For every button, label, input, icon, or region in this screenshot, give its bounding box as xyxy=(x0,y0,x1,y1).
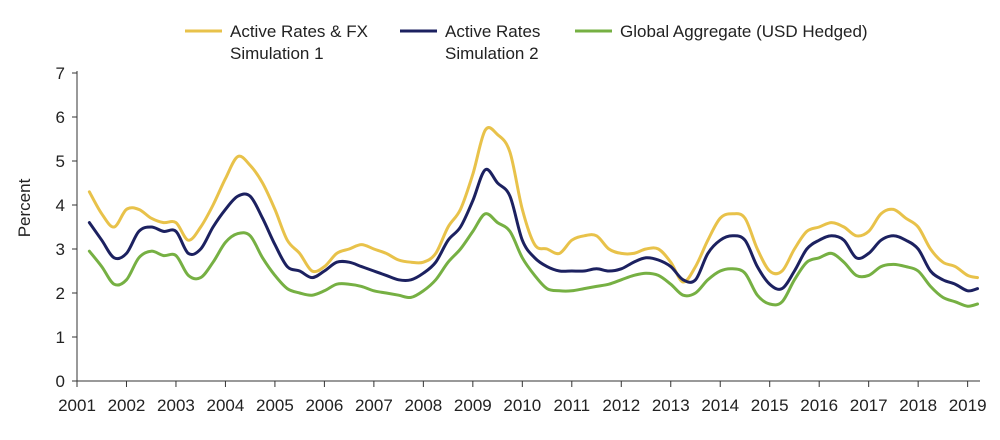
y-axis-title: Percent xyxy=(15,178,34,237)
x-axis-ticks: 2001 2002 2003 2004 2005 2006 2007 2008 2009 2010… xyxy=(58,381,987,415)
x-tick-label-2007: 2007 xyxy=(355,396,393,415)
x-tick-label-2016: 2016 xyxy=(800,396,838,415)
x-tick-label-2001: 2001 xyxy=(58,396,96,415)
x-tick-label-2005: 2005 xyxy=(256,396,294,415)
y-tick-label-1: 1 xyxy=(56,328,65,347)
x-tick-label-2011: 2011 xyxy=(554,396,591,415)
x-tick-label-2003: 2003 xyxy=(157,396,195,415)
x-tick-label-2018: 2018 xyxy=(899,396,937,415)
legend-label-sim1-line2: Simulation 1 xyxy=(230,44,324,63)
x-tick-label-2009: 2009 xyxy=(454,396,492,415)
y-tick-label-7: 7 xyxy=(56,64,65,83)
x-tick-label-2006: 2006 xyxy=(305,396,343,415)
x-tick-label-2013: 2013 xyxy=(652,396,690,415)
x-tick-label-2017: 2017 xyxy=(850,396,888,415)
x-tick-label-2004: 2004 xyxy=(207,396,245,415)
y-axis-ticks: 0 1 2 3 4 5 6 7 xyxy=(56,64,77,391)
axes xyxy=(76,71,980,382)
legend-label-sim2-line1: Active Rates xyxy=(445,22,540,41)
y-tick-label-4: 4 xyxy=(56,196,65,215)
series-layer xyxy=(87,126,980,308)
y-tick-label-0: 0 xyxy=(56,372,65,391)
x-tick-label-2010: 2010 xyxy=(503,396,541,415)
y-tick-label-3: 3 xyxy=(56,240,65,259)
legend-label-sim2-line2: Simulation 2 xyxy=(445,44,539,63)
x-tick-label-2014: 2014 xyxy=(701,396,739,415)
series-line-active-rates-fx-sim1 xyxy=(87,126,980,284)
x-tick-label-2015: 2015 xyxy=(751,396,789,415)
legend-label-sim1-line1: Active Rates & FX xyxy=(230,22,368,41)
x-tick-label-2002: 2002 xyxy=(108,396,146,415)
legend: Active Rates & FX Simulation 1 Active Ra… xyxy=(185,22,868,63)
x-tick-label-2012: 2012 xyxy=(602,396,640,415)
legend-label-global: Global Aggregate (USD Hedged) xyxy=(620,22,868,41)
series-line-active-rates-sim2 xyxy=(87,167,980,293)
y-tick-label-2: 2 xyxy=(56,284,65,303)
series-line-global-aggregate xyxy=(87,212,980,308)
y-tick-label-6: 6 xyxy=(56,108,65,127)
x-tick-label-2019: 2019 xyxy=(949,396,987,415)
x-tick-label-2008: 2008 xyxy=(404,396,442,415)
y-tick-label-5: 5 xyxy=(56,152,65,171)
